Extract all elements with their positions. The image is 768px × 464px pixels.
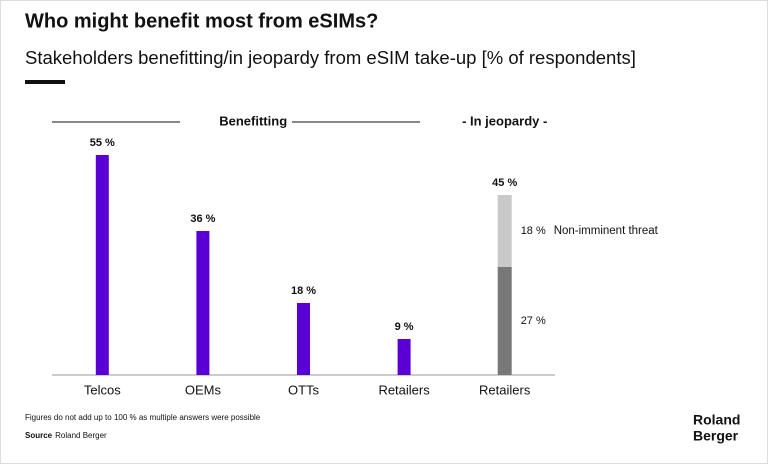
bar [397, 339, 411, 375]
value-label: 18 % [291, 285, 316, 297]
x-tick-label: Retailers [378, 382, 430, 397]
segment-label: Non-imminent threat [554, 225, 659, 237]
x-tick-label: OEMs [185, 382, 222, 397]
source-name: Roland Berger [55, 431, 107, 440]
chart-title: Who might benefit most from eSIMs? [25, 10, 378, 32]
accent-bar [25, 80, 65, 84]
footnote: Figures do not add up to 100 % as multip… [25, 413, 261, 422]
x-tick-label: Telcos [84, 382, 121, 397]
group-label: - In jeopardy - [462, 113, 547, 128]
group-label: Benefitting [219, 113, 287, 128]
bar [196, 231, 210, 375]
value-label: 27 % [521, 315, 546, 327]
value-label: 9 % [395, 321, 414, 333]
source: Source Roland Berger [25, 431, 107, 440]
value-label: 36 % [190, 213, 215, 225]
value-label: 55 % [90, 137, 115, 149]
x-tick-label: Retailers [479, 382, 531, 397]
bar [297, 303, 310, 375]
bar [497, 195, 512, 267]
stack-total-label: 45 % [492, 177, 517, 189]
x-tick-label: OTTs [288, 382, 320, 397]
source-label: Source [25, 431, 53, 440]
bar [95, 155, 109, 375]
chart-subtitle: Stakeholders benefitting/in jeopardy fro… [25, 47, 636, 68]
bar [497, 267, 512, 375]
brand-line: Berger [693, 428, 739, 444]
value-label: 18 % [521, 225, 546, 237]
brand-line: Roland [693, 412, 740, 428]
